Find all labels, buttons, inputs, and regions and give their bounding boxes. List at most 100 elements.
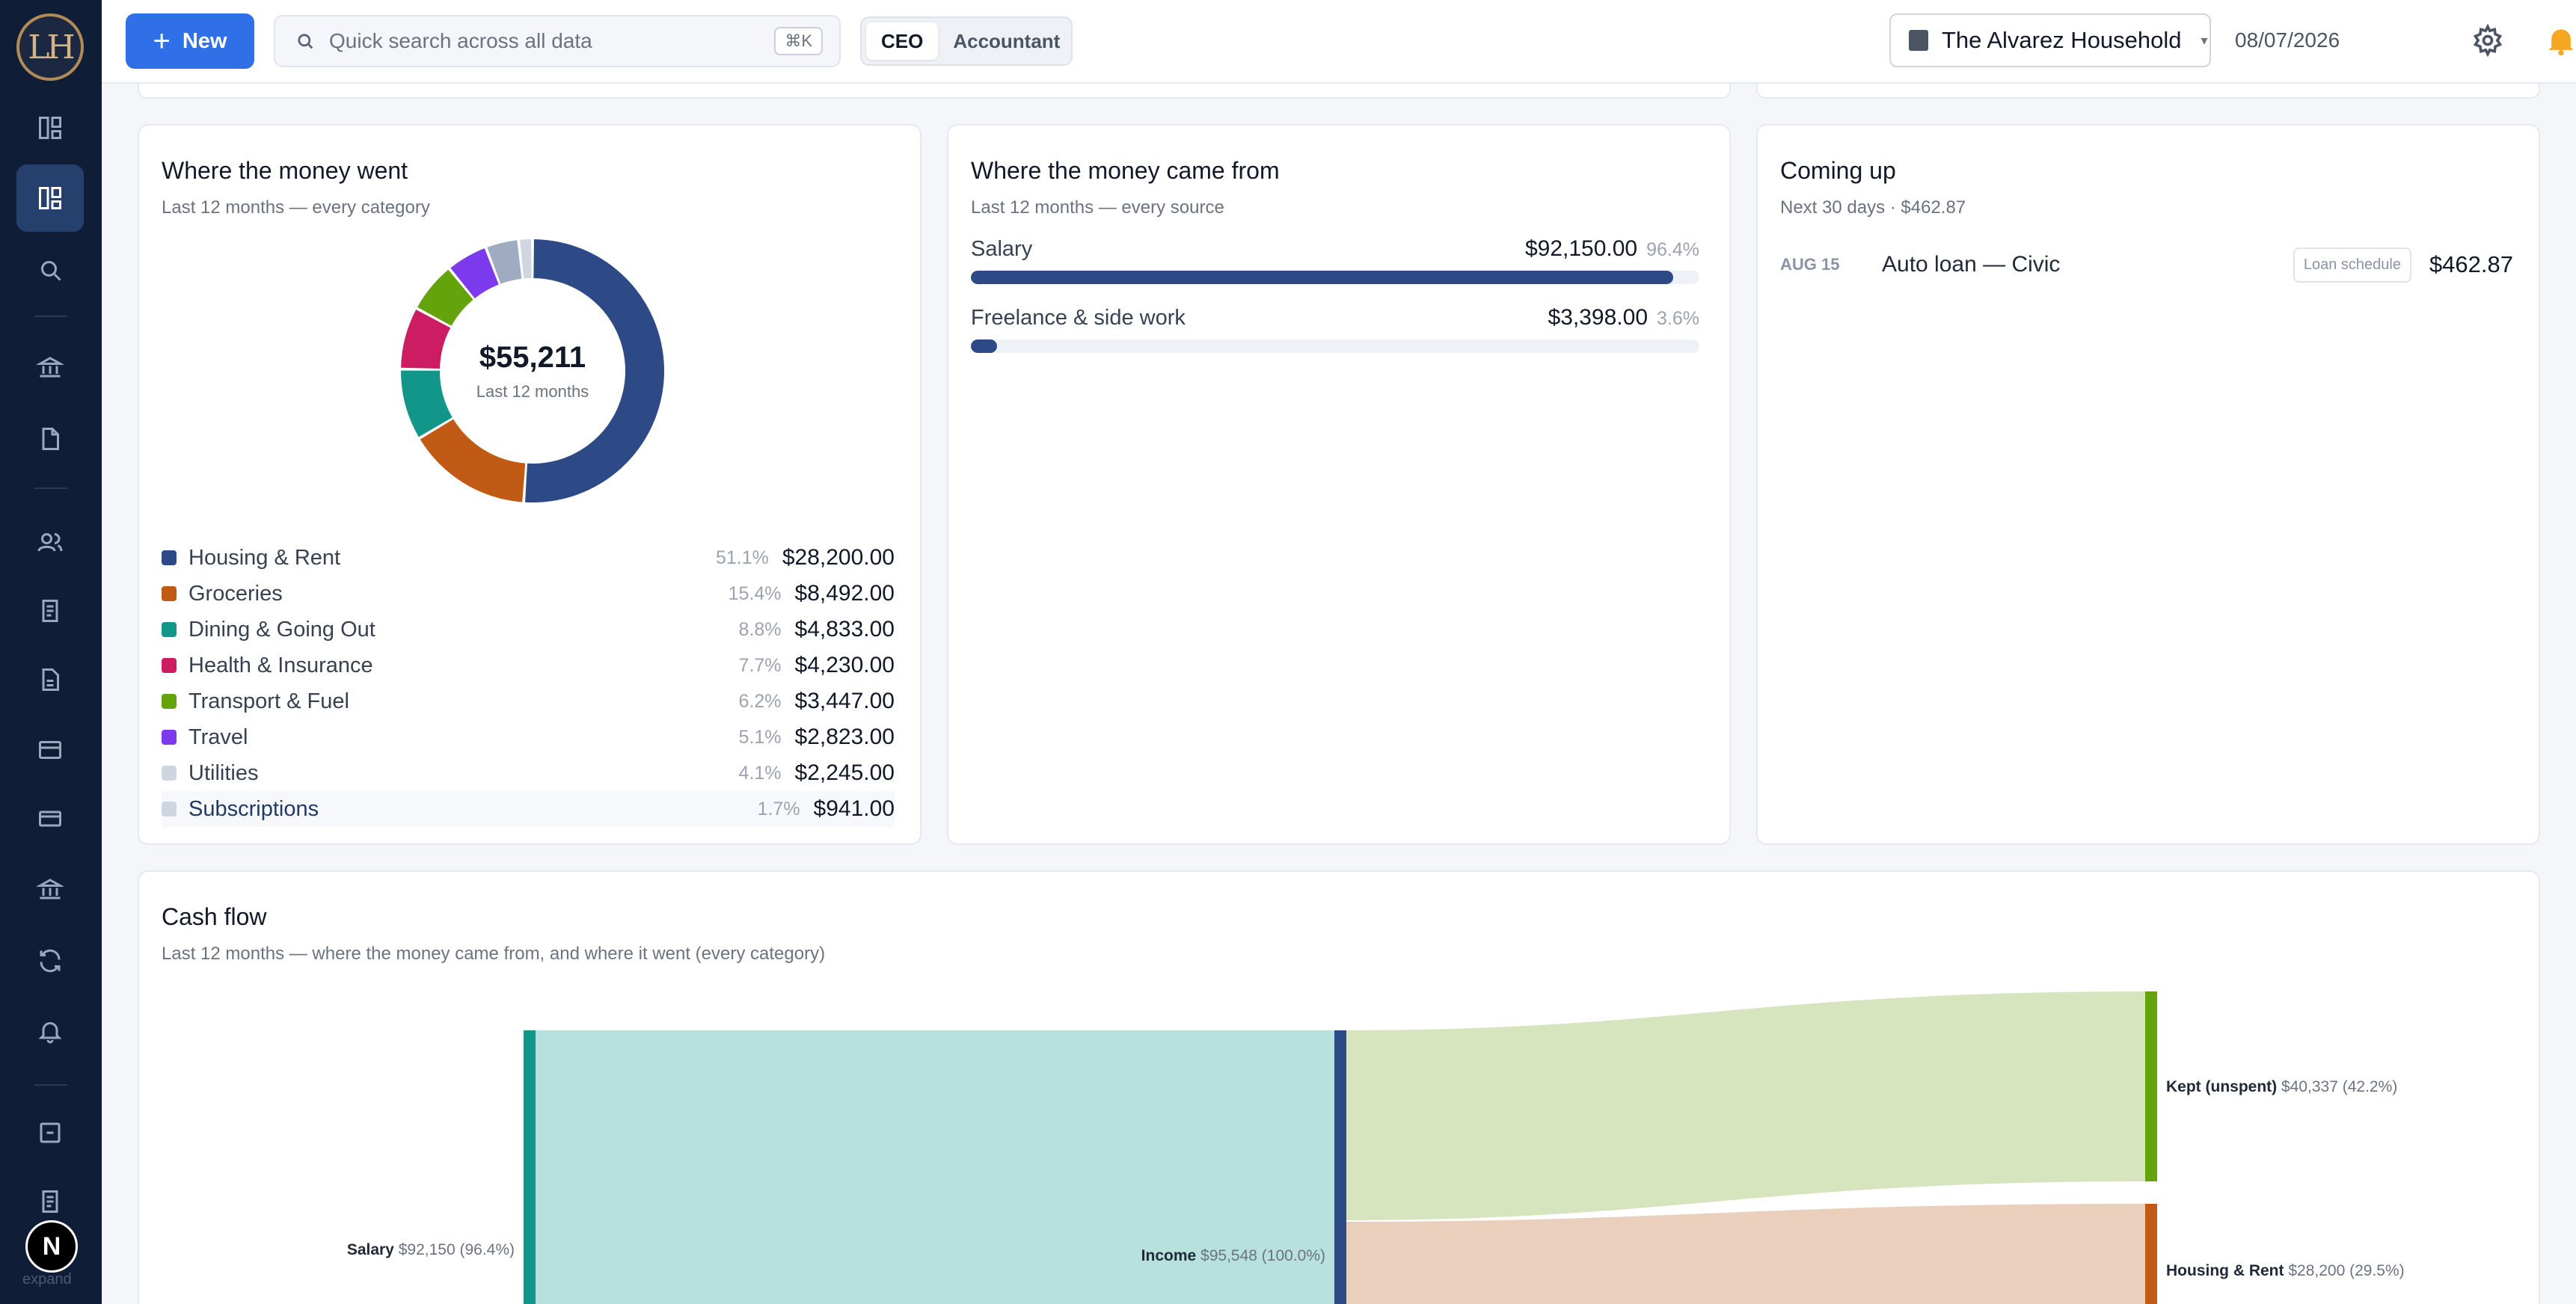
- role-ceo[interactable]: CEO: [866, 22, 939, 60]
- income-source-row[interactable]: Salary $92,150.00 96.4%: [971, 236, 1699, 284]
- sankey-node-salary: [524, 1030, 536, 1304]
- credit-card-icon[interactable]: [16, 785, 84, 852]
- spending-title: Where the money went: [162, 157, 408, 184]
- income-bar-fill: [971, 339, 998, 353]
- legend-name: Groceries: [188, 581, 283, 606]
- donut-slice-travel[interactable]: [450, 248, 499, 299]
- legend-swatch: [162, 586, 177, 601]
- role-accountant[interactable]: Accountant: [953, 29, 1061, 52]
- donut-slice-health-insurance[interactable]: [401, 310, 451, 369]
- legend-amount: $4,230.00: [794, 653, 895, 677]
- legend-row[interactable]: Health & Insurance 7.7% $4,230.00: [162, 648, 895, 683]
- gear-icon[interactable]: [2471, 24, 2504, 57]
- income-source-pct: 96.4%: [1646, 239, 1699, 260]
- building-icon: [1909, 30, 1928, 51]
- legend-pct: 4.1%: [738, 762, 782, 784]
- household-name: The Alvarez Household: [1942, 27, 2182, 53]
- income-bar-track: [971, 339, 1699, 353]
- income-source-name: Salary: [971, 237, 1033, 261]
- invoice-icon[interactable]: [16, 646, 84, 713]
- income-source-amount: $92,150.00: [1524, 236, 1638, 261]
- archive-icon[interactable]: [16, 1099, 84, 1166]
- top-bar: + New Quick search across all data ⌘K CE…: [102, 0, 2576, 84]
- donut-slice-subscriptions[interactable]: [520, 239, 532, 279]
- donut-slice-housing-rent[interactable]: [525, 239, 665, 502]
- sidebar-dashboard-icon[interactable]: [16, 94, 84, 162]
- upcoming-amount: $462.87: [2429, 251, 2513, 277]
- legend-pct: 15.4%: [728, 582, 782, 604]
- sankey-label-kept: Kept (unspent) $40,337 (42.2%): [2166, 1078, 2397, 1095]
- search-icon: [298, 34, 313, 49]
- loan-schedule-badge[interactable]: Loan schedule: [2293, 247, 2411, 283]
- cashflow-title: Cash flow: [162, 903, 267, 930]
- bank-icon[interactable]: [16, 333, 84, 401]
- legend-row[interactable]: Groceries 15.4% $8,492.00: [162, 576, 895, 612]
- income-source-pct: 3.6%: [1657, 308, 1699, 329]
- legend-amount: $8,492.00: [794, 581, 895, 606]
- legend-row[interactable]: Transport & Fuel 6.2% $3,447.00: [162, 683, 895, 719]
- bell-icon[interactable]: [16, 997, 84, 1065]
- cashflow-subtitle: Last 12 months — where the money came fr…: [162, 944, 826, 964]
- legend-swatch: [162, 550, 177, 565]
- donut-slice-dining-going-out[interactable]: [401, 370, 453, 437]
- legend-row[interactable]: Travel 5.1% $2,823.00: [162, 719, 895, 755]
- donut-slice-transport-fuel[interactable]: [417, 269, 473, 326]
- sankey-label-housing: Housing & Rent $28,200 (29.5%): [2166, 1262, 2405, 1279]
- list-document-icon[interactable]: [16, 577, 84, 645]
- sidebar-overview-icon[interactable]: [16, 164, 84, 232]
- legend-pct: 51.1%: [715, 547, 769, 568]
- legend-name: Housing & Rent: [188, 545, 341, 570]
- sidebar: LH N expand: [0, 0, 102, 1304]
- refresh-icon[interactable]: [16, 927, 84, 994]
- report-icon[interactable]: [16, 1168, 84, 1235]
- sidebar-divider: [34, 1084, 67, 1086]
- legend-swatch: [162, 622, 177, 637]
- donut-total: $55,211: [479, 340, 586, 374]
- sankey-flow-salary-income: [536, 1030, 1334, 1304]
- household-selector[interactable]: The Alvarez Household ▾: [1889, 13, 2211, 67]
- document-icon[interactable]: [16, 405, 84, 473]
- legend-pct: 1.7%: [757, 798, 800, 819]
- legend-name: Dining & Going Out: [188, 617, 375, 642]
- income-source-name: Freelance & side work: [971, 306, 1186, 330]
- donut-slice-utilities[interactable]: [487, 240, 522, 284]
- new-button[interactable]: + New: [126, 13, 254, 69]
- legend-swatch: [162, 694, 177, 709]
- income-bar-track: [971, 271, 1699, 284]
- search-placeholder: Quick search across all data: [329, 29, 592, 52]
- upcoming-subtitle: Next 30 days · $462.87: [1780, 197, 1966, 218]
- legend-name: Health & Insurance: [188, 653, 373, 677]
- sankey-node-kept: [2145, 991, 2157, 1181]
- notification-bell-icon[interactable]: [2545, 24, 2576, 57]
- people-icon[interactable]: [16, 508, 84, 576]
- income-title: Where the money came from: [971, 157, 1280, 184]
- institution-icon[interactable]: [16, 855, 84, 923]
- chevron-down-icon: ▾: [2201, 32, 2208, 48]
- legend-amount: $2,245.00: [794, 760, 895, 785]
- app-logo[interactable]: LH: [16, 13, 84, 81]
- search-input[interactable]: Quick search across all data ⌘K: [274, 15, 841, 67]
- search-shortcut: ⌘K: [774, 27, 823, 55]
- income-source-row[interactable]: Freelance & side work $3,398.00 3.6%: [971, 305, 1699, 353]
- legend-swatch: [162, 658, 177, 673]
- upcoming-item[interactable]: AUG 15 Auto loan — Civic Loan schedule $…: [1780, 244, 2513, 286]
- income-subtitle: Last 12 months — every source: [971, 197, 1224, 218]
- upcoming-name: Auto loan — Civic: [1882, 252, 2061, 277]
- card-window-icon[interactable]: [16, 716, 84, 784]
- legend-row[interactable]: Subscriptions 1.7% $941.00: [162, 791, 895, 827]
- legend-amount: $941.00: [813, 796, 895, 821]
- sidebar-search-icon[interactable]: [16, 236, 84, 304]
- legend-swatch: [162, 802, 177, 816]
- donut-chart: $55,211 Last 12 months: [399, 238, 666, 504]
- upcoming-date: AUG 15: [1780, 255, 1840, 274]
- donut-slice-groceries[interactable]: [420, 419, 526, 502]
- sidebar-expand-label[interactable]: expand: [22, 1271, 72, 1288]
- legend-row[interactable]: Housing & Rent 51.1% $28,200.00: [162, 540, 895, 576]
- upcoming-card: Coming up Next 30 days · $462.87 AUG 15 …: [1756, 124, 2540, 845]
- n-badge[interactable]: N: [25, 1220, 78, 1273]
- legend-row[interactable]: Dining & Going Out 8.8% $4,833.00: [162, 612, 895, 648]
- legend-name: Subscriptions: [188, 796, 319, 821]
- legend-row[interactable]: Utilities 4.1% $2,245.00: [162, 755, 895, 791]
- spending-subtitle: Last 12 months — every category: [162, 197, 430, 218]
- legend-pct: 5.1%: [738, 726, 782, 748]
